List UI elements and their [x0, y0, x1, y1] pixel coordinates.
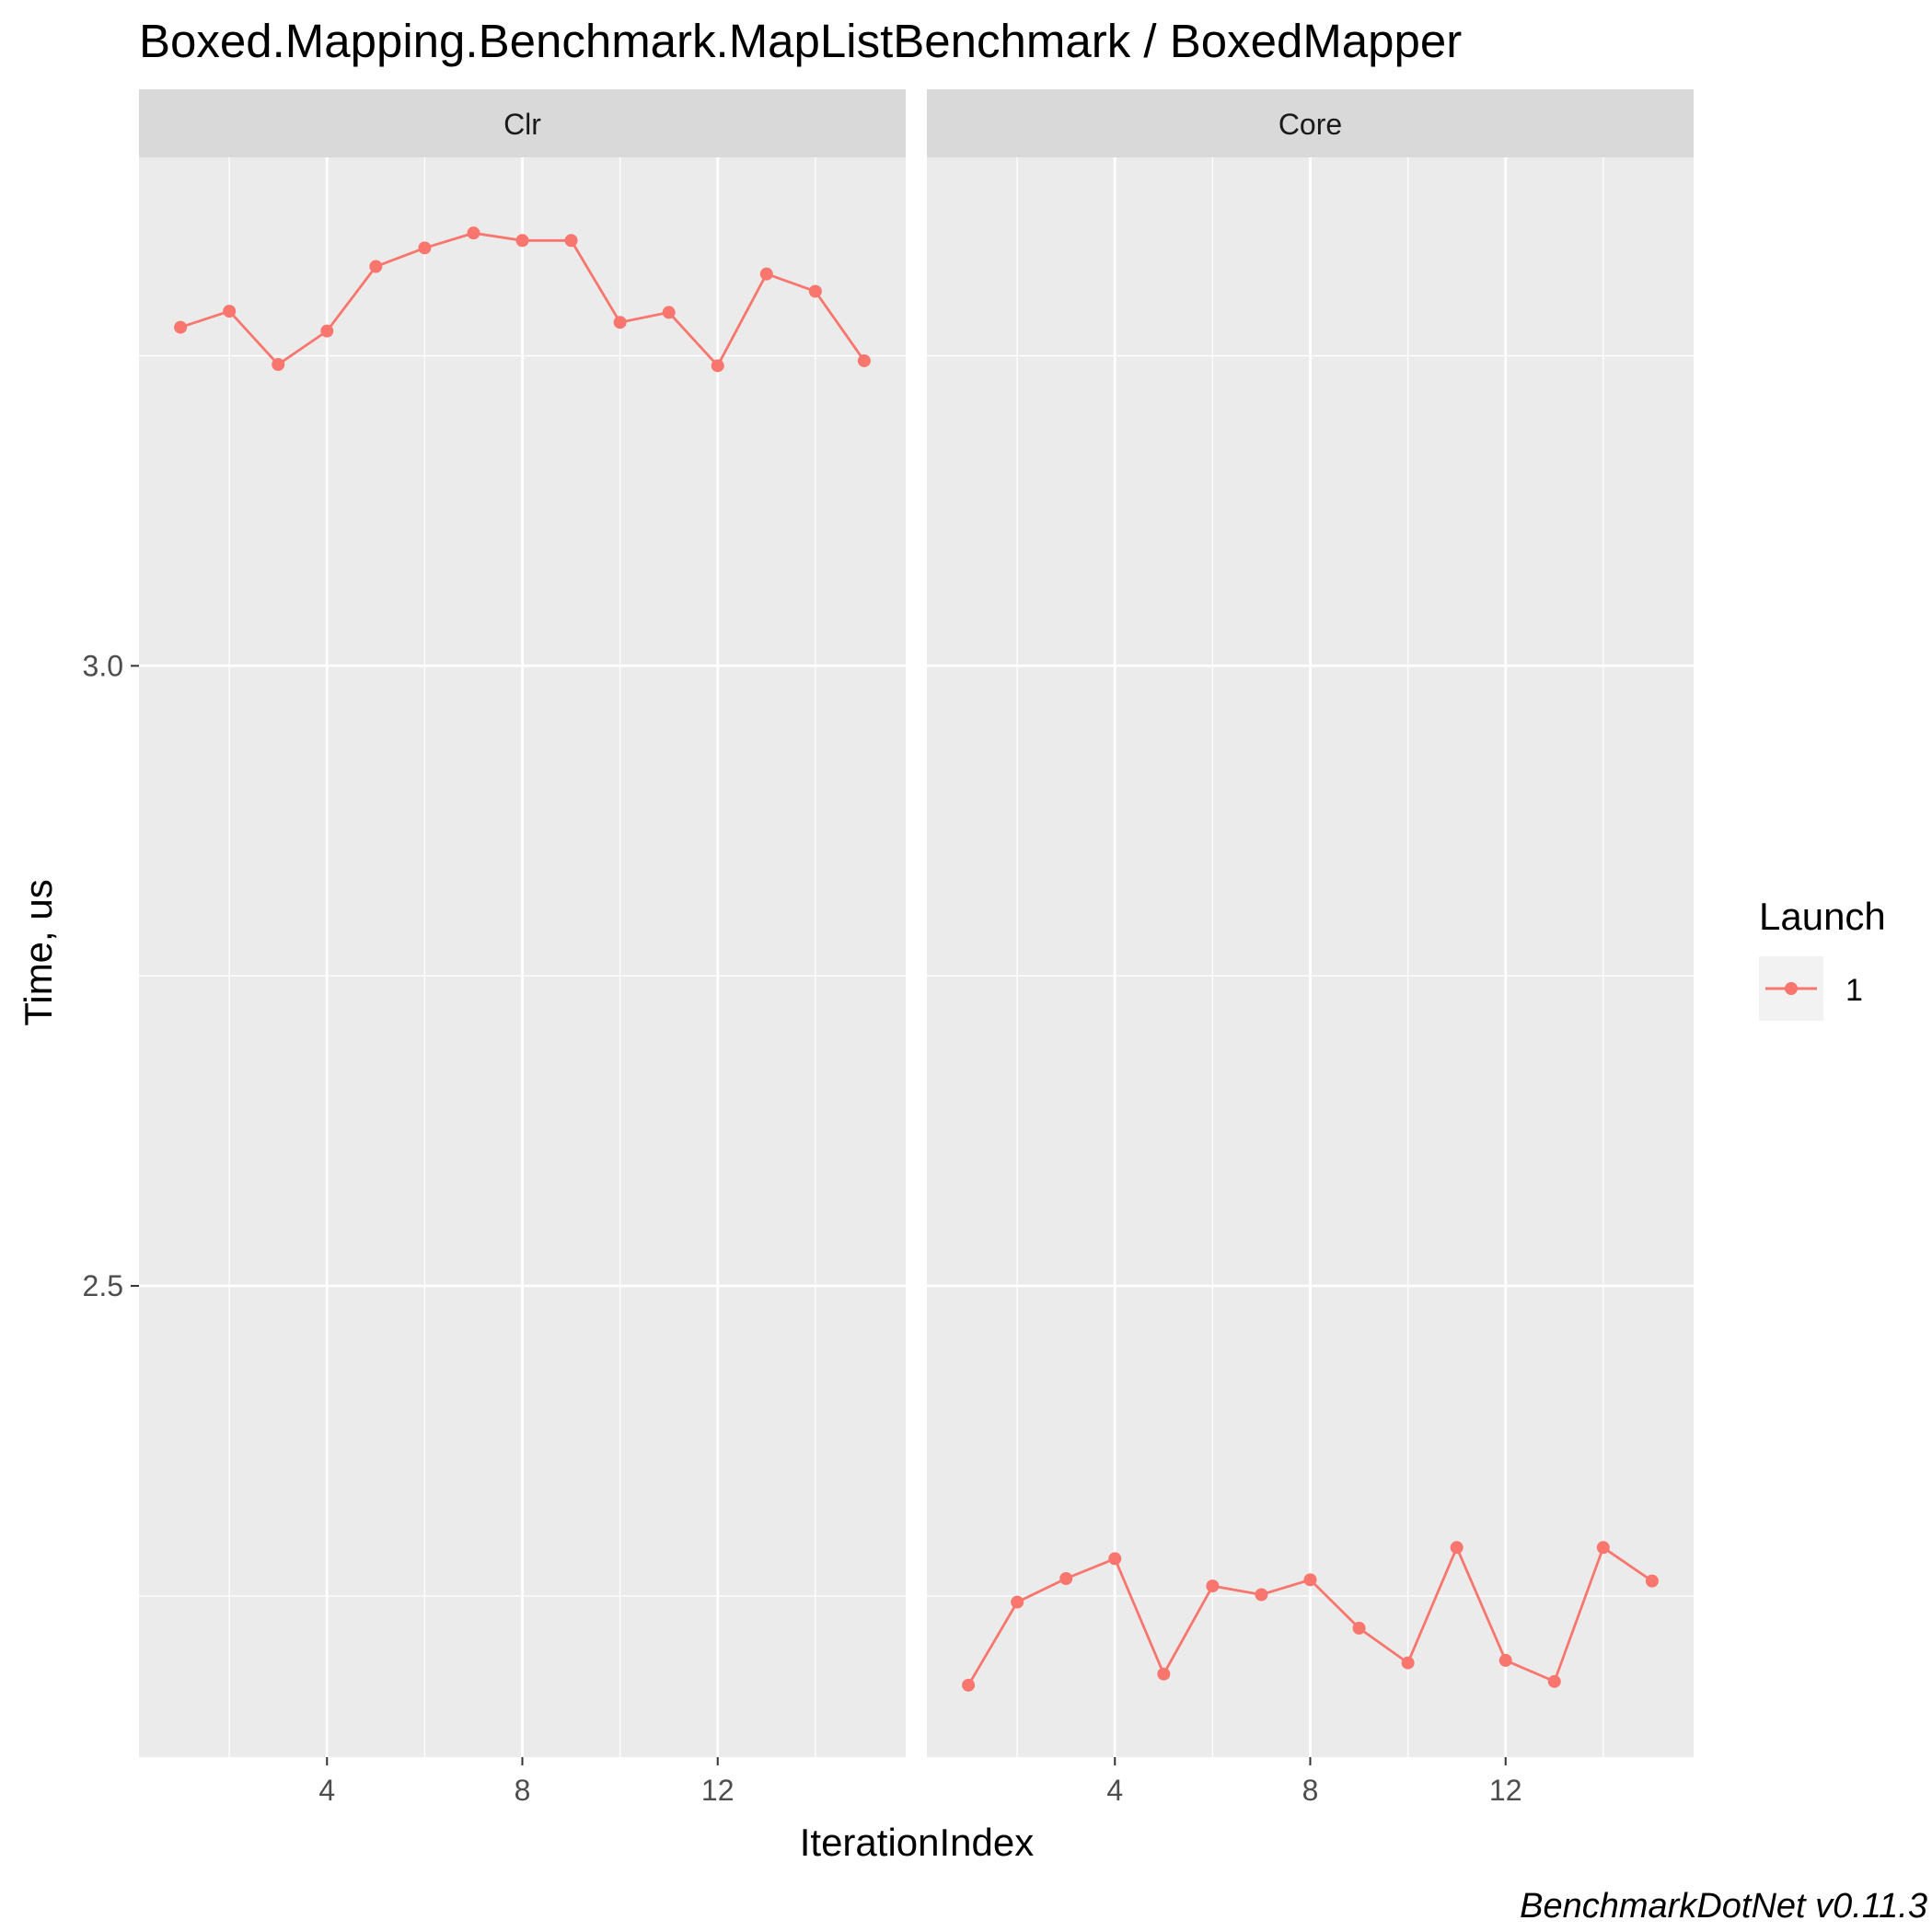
- x-tick-label: 4: [318, 1774, 335, 1807]
- caption: BenchmarkDotNet v0.11.3: [1520, 1887, 1927, 1926]
- data-point: [272, 357, 285, 371]
- data-point: [711, 359, 724, 373]
- panel-clr: Clr: [139, 89, 906, 1757]
- legend: Launch 1: [1759, 895, 1886, 1021]
- data-point: [662, 306, 676, 319]
- data-point: [1401, 1656, 1415, 1670]
- data-point: [1011, 1595, 1024, 1609]
- x-tick-label: 12: [701, 1774, 735, 1807]
- data-point: [515, 234, 529, 248]
- data-point: [1498, 1653, 1512, 1667]
- x-axis-clr: 4 8 12: [318, 1757, 735, 1807]
- legend-key-point: [1785, 982, 1798, 995]
- facet-strip-label: Core: [1278, 108, 1342, 141]
- facet-strip: [927, 89, 1694, 157]
- data-point: [759, 267, 773, 281]
- data-point: [962, 1678, 976, 1692]
- x-axes: 4 8 12 4 8 12: [318, 1757, 1522, 1807]
- data-point: [564, 234, 578, 248]
- data-point: [808, 284, 822, 298]
- data-point: [1450, 1541, 1463, 1555]
- facet-panels: Clr Core: [139, 89, 1694, 1757]
- data-point: [1108, 1552, 1122, 1566]
- data-point: [1255, 1588, 1268, 1602]
- chart-title: Boxed.Mapping.Benchmark.MapListBenchmark…: [139, 15, 1462, 67]
- data-point: [613, 316, 627, 330]
- data-point: [320, 324, 334, 338]
- x-axis-core: 4 8 12: [1106, 1757, 1522, 1807]
- data-point: [1059, 1571, 1073, 1585]
- data-point: [174, 320, 188, 334]
- data-point: [857, 353, 871, 367]
- y-tick-label: 3.0: [83, 649, 123, 682]
- data-point: [1352, 1621, 1366, 1635]
- x-tick-label: 4: [1106, 1774, 1123, 1807]
- data-point: [1157, 1667, 1171, 1681]
- y-tick-label: 2.5: [83, 1269, 123, 1302]
- data-point: [418, 241, 432, 255]
- data-point: [1206, 1579, 1220, 1593]
- data-point: [1547, 1674, 1561, 1688]
- x-tick-label: 8: [515, 1774, 531, 1807]
- data-point: [1645, 1574, 1659, 1588]
- facet-strip: [139, 89, 906, 157]
- data-point: [1596, 1541, 1610, 1555]
- x-tick-label: 12: [1489, 1774, 1522, 1807]
- data-point: [223, 305, 237, 318]
- data-point: [369, 260, 383, 273]
- x-axis-label: IterationIndex: [800, 1821, 1035, 1864]
- legend-title: Launch: [1759, 895, 1886, 938]
- data-point: [1303, 1573, 1317, 1587]
- y-axis-label: Time, us: [17, 879, 60, 1025]
- legend-label: 1: [1845, 973, 1863, 1008]
- facet-strip-label: Clr: [503, 108, 541, 141]
- x-tick-label: 8: [1302, 1774, 1319, 1807]
- data-point: [467, 226, 480, 240]
- y-axis: 2.5 3.0: [83, 649, 139, 1302]
- panel-core: Core: [927, 89, 1694, 1757]
